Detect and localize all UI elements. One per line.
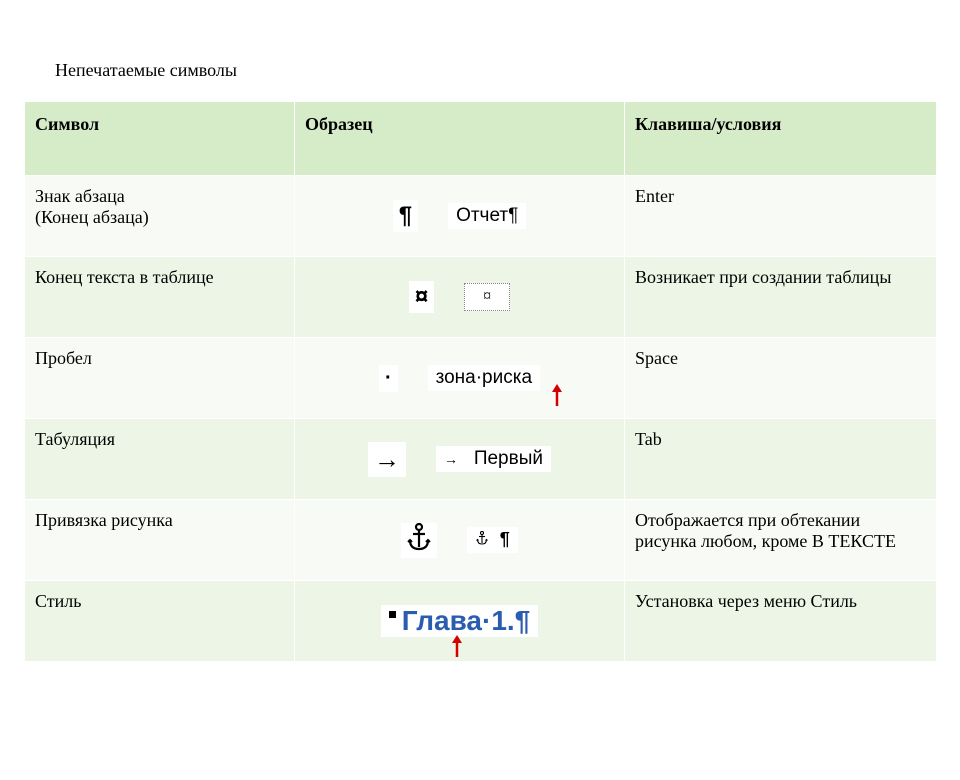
symbol-name-cell: Стиль [25, 581, 295, 662]
col-header-key: Клавиша/условия [625, 102, 937, 176]
pilcrow-icon: ¶ [393, 200, 418, 232]
key-condition-cell: Enter [625, 176, 937, 257]
key-condition-cell: Отображается при обтекании рисунка любом… [625, 500, 937, 581]
symbol-name-cell: Конец текста в таблице [25, 257, 295, 338]
example-text: Отчет¶ [448, 203, 526, 229]
page-title: Непечатаемые символы [55, 60, 960, 81]
col-header-sample: Образец [295, 102, 625, 176]
key-condition-cell: Space [625, 338, 937, 419]
symbol-name-cell: Табуляция [25, 419, 295, 500]
style-marker-icon [389, 611, 396, 618]
key-condition-cell: Tab [625, 419, 937, 500]
style-example: Глава·1.¶ [381, 605, 539, 637]
symbol-name-cell: Пробел [25, 338, 295, 419]
sample-cell: · зона·риска [295, 338, 625, 419]
tab-arrow-icon: → [368, 442, 406, 477]
key-condition-cell: Возникает при создании таблицы [625, 257, 937, 338]
col-header-symbol: Символ [25, 102, 295, 176]
symbol-name-cell: Привязка рисунка [25, 500, 295, 581]
sample-cell: ¶ Отчет¶ [295, 176, 625, 257]
red-arrow-icon [550, 384, 564, 412]
sample-cell: ¤ ¤ [295, 257, 625, 338]
style-heading-text: Глава·1.¶ [402, 605, 531, 637]
currency-sign-icon: ¤ [409, 281, 434, 313]
red-arrow-icon [450, 635, 464, 663]
sample-cell: ¶ [295, 500, 625, 581]
key-condition-cell: Установка через меню Стиль [625, 581, 937, 662]
example-text: ¶ [467, 527, 518, 553]
anchor-icon [401, 523, 437, 558]
symbol-name-cell: Знак абзаца(Конец абзаца) [25, 176, 295, 257]
example-text: → Первый [436, 446, 551, 472]
sample-cell: → → Первый [295, 419, 625, 500]
symbols-table: Символ Образец Клавиша/условия Знак абза… [24, 101, 937, 662]
middle-dot-icon: · [379, 365, 398, 392]
table-cell-example: ¤ [464, 283, 510, 311]
example-text: зона·риска [428, 365, 540, 391]
sample-cell: Глава·1.¶ [295, 581, 625, 662]
